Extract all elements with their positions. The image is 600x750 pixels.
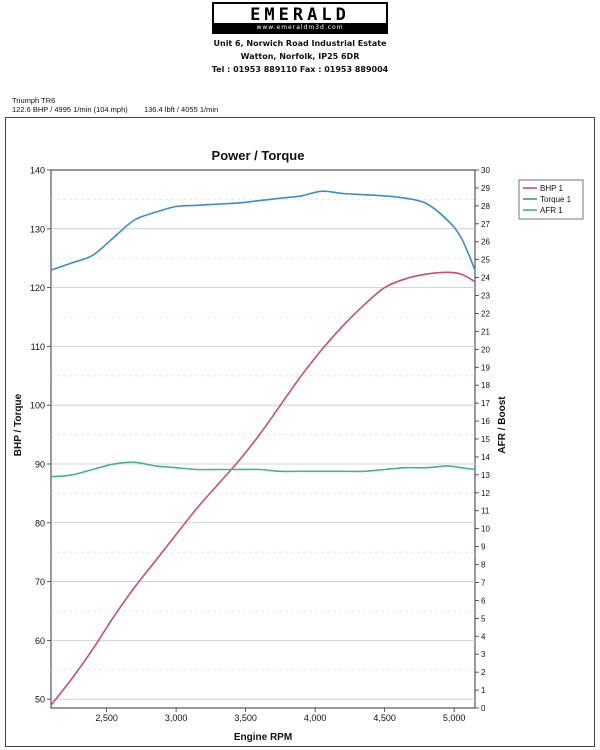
plot-area — [50, 169, 476, 709]
legend-label: Torque 1 — [540, 195, 572, 204]
legend-label: BHP 1 — [540, 184, 564, 193]
y-left-tick-label: 120 — [30, 283, 45, 293]
x-axis-label: Engine RPM — [234, 732, 292, 743]
series-line-bhp-1 — [50, 271, 476, 706]
series-line-afr-1 — [50, 461, 476, 478]
y-right-tick-label: 15 — [481, 435, 490, 444]
y-right-tick-label: 10 — [481, 525, 490, 534]
peak-torque: 136.4 lbft / 4055 1/min — [143, 105, 219, 114]
x-tick-label: 3,000 — [165, 713, 188, 723]
peak-power: 122.6 BHP / 4995 1/min (104 mph) — [12, 105, 128, 114]
legend-items: BHP 1 Torque 1 AFR 1 — [523, 184, 572, 215]
y-right-tick-label: 26 — [481, 238, 490, 247]
chart-title: Power / Torque — [212, 148, 305, 163]
y-right-tick-label: 30 — [481, 166, 490, 175]
x-tick-label: 4,500 — [373, 713, 396, 723]
y-right-tick-label: 0 — [481, 704, 486, 713]
y-right-tick-label: 5 — [481, 614, 486, 623]
y-right-tick-label: 25 — [481, 256, 490, 265]
series-line-torque-1 — [50, 190, 476, 271]
y-right-tick-label: 6 — [481, 596, 486, 605]
y-left-tick-label: 130 — [30, 224, 45, 234]
legend-label: AFR 1 — [540, 206, 563, 215]
y-right-tick-label: 16 — [481, 417, 490, 426]
x-tick-label: 2,500 — [95, 713, 118, 723]
y-left-tick-label: 110 — [31, 342, 45, 352]
contact-line: Tel : 01953 889110 Fax : 01953 889004 — [211, 65, 389, 74]
y-right-tick-label: 11 — [481, 507, 490, 516]
y-right-tick-label: 21 — [481, 327, 490, 336]
logo-url: www.emeraldm3d.com — [214, 23, 386, 32]
report-header: EMERALD www.emeraldm3d.com Unit 6, Norwi… — [0, 0, 600, 90]
y-right-tick-label: 24 — [481, 274, 490, 283]
y-right-tick-label: 2 — [481, 668, 486, 677]
y-left-tick-label: 50 — [35, 695, 45, 705]
legend: BHP 1 Torque 1 AFR 1 — [518, 179, 584, 220]
y-right-tick-label: 20 — [481, 345, 490, 354]
y-right-tick-label: 19 — [481, 363, 490, 372]
y-right-tick-label: 29 — [481, 184, 490, 193]
address-line-1: Unit 6, Norwich Road Industrial Estate — [213, 39, 387, 48]
vehicle-name: Triumph TR6 — [12, 96, 56, 105]
y-right-tick-label: 22 — [481, 309, 490, 318]
y-axis-label-left: BHP / Torque — [13, 393, 24, 456]
y-left-tick-label: 70 — [35, 577, 45, 587]
y-right-tick-label: 1 — [481, 686, 486, 695]
dyno-chart-frame — [5, 117, 595, 747]
y-left-tick-label: 80 — [35, 518, 45, 528]
y-left-tick-label: 90 — [35, 459, 45, 469]
peak-summary: 122.6 BHP / 4995 1/min (104 mph) 136.4 l… — [12, 105, 218, 114]
x-tick-label: 3,500 — [234, 713, 257, 723]
y-left-tick-label: 100 — [30, 401, 45, 411]
y-right-tick-label: 7 — [481, 578, 486, 587]
y-right-tick-label: 23 — [481, 292, 490, 301]
y-right-tick-label: 8 — [481, 561, 486, 570]
y-right-tick-label: 12 — [481, 489, 490, 498]
y-right-tick-label: 27 — [481, 220, 490, 229]
address-line-2: Watton, Norfolk, IP25 6DR — [240, 52, 360, 61]
emerald-logo: EMERALD www.emeraldm3d.com — [212, 2, 388, 34]
series-lines — [50, 190, 476, 706]
y-right-tick-label: 4 — [481, 632, 486, 641]
y-axis-label-right: AFR / Boost — [497, 396, 508, 454]
y-right-tick-label: 18 — [481, 381, 490, 390]
y-left-tick-label: 60 — [35, 636, 45, 646]
y-right-tick-label: 3 — [481, 650, 486, 659]
x-tick-label: 5,000 — [443, 713, 466, 723]
x-tick-label: 4,000 — [304, 713, 327, 723]
y-right-tick-label: 17 — [481, 399, 490, 408]
axis-ticks: 5060708090100110120130140012345678910111… — [30, 166, 490, 724]
y-right-tick-label: 28 — [481, 202, 490, 211]
y-right-tick-label: 14 — [481, 453, 490, 462]
y-left-tick-label: 140 — [30, 166, 45, 176]
y-right-tick-label: 9 — [481, 543, 486, 552]
logo-wordmark: EMERALD — [250, 5, 350, 25]
y-right-tick-label: 13 — [481, 471, 490, 480]
